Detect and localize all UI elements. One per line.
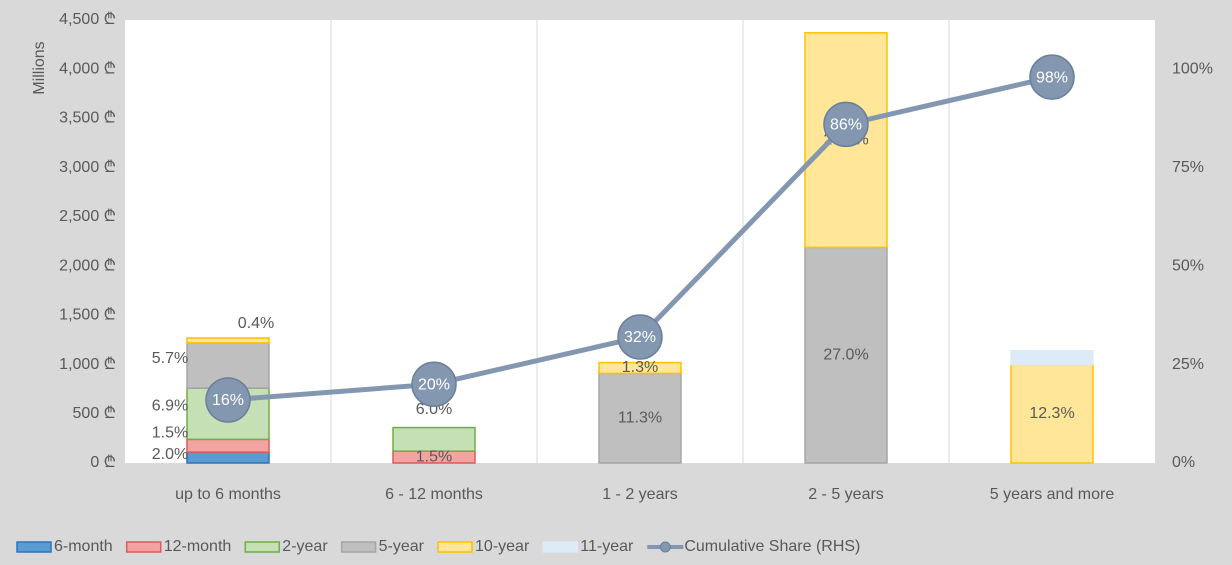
data-label: 2.0%	[152, 446, 188, 463]
legend-swatch	[437, 541, 473, 553]
line-value-label: 98%	[1036, 69, 1068, 86]
x-tick-label: 5 years and more	[990, 486, 1115, 503]
y-tick-label: 3,500 ₾	[59, 110, 116, 127]
line-marker	[411, 361, 457, 407]
bar-segment	[598, 372, 682, 464]
y2-tick-label: 100%	[1172, 60, 1213, 77]
legend-label: 12-month	[164, 538, 232, 555]
line-marker	[617, 314, 663, 360]
y-tick-label: 0 ₾	[90, 454, 116, 471]
y-tick-label: 1,000 ₾	[59, 356, 116, 373]
data-label: 1.5%	[152, 425, 188, 442]
legend-swatch	[16, 541, 52, 553]
legend-label: 10-year	[475, 538, 530, 555]
line-value-label: 16%	[212, 392, 244, 409]
legend-label: 2-year	[282, 538, 328, 555]
y-tick-label: 500 ₾	[73, 405, 116, 422]
legend-swatch	[244, 541, 281, 553]
data-label: 1.5%	[416, 448, 452, 465]
y-tick-label: 3,000 ₾	[59, 159, 116, 176]
bar-segment	[1010, 363, 1094, 464]
y2-tick-label: 0%	[1172, 454, 1195, 471]
bar-segment	[1010, 350, 1094, 366]
data-label: 27.0%	[823, 346, 868, 363]
x-tick-label: 1 - 2 years	[602, 486, 678, 503]
bar-segment	[186, 451, 270, 464]
legend-swatch	[542, 541, 579, 553]
bar-segment	[598, 361, 682, 375]
line-value-label: 20%	[418, 376, 450, 393]
x-tick-label: 2 - 5 years	[808, 486, 884, 503]
data-label: 12.3%	[1029, 405, 1074, 422]
data-label: 11.3%	[618, 409, 662, 426]
data-label: 5.7%	[152, 350, 188, 367]
y-tick-label: 4,000 ₾	[59, 60, 116, 77]
data-label: 6.9%	[152, 397, 188, 414]
y2-tick-label: 75%	[1172, 159, 1204, 176]
y-tick-label: 2,000 ₾	[59, 257, 116, 274]
line-marker	[205, 377, 251, 423]
line-marker	[1029, 54, 1075, 100]
legend-swatch	[125, 541, 162, 553]
data-label: 1.3%	[622, 359, 658, 376]
bar-segment	[186, 337, 270, 344]
line-value-label: 86%	[830, 117, 862, 134]
y2-tick-label: 50%	[1172, 257, 1204, 274]
legend-marker	[659, 541, 671, 553]
y-tick-label: 1,500 ₾	[59, 307, 116, 324]
y-tick-label: 2,500 ₾	[59, 208, 116, 225]
line-value-label: 32%	[624, 329, 656, 346]
legend-label: 6-month	[54, 538, 113, 555]
bar-segment	[392, 426, 476, 452]
line-marker	[823, 101, 869, 148]
legend-label: 5-year	[379, 538, 425, 555]
data-label: 0.4%	[238, 315, 274, 332]
x-tick-label: up to 6 months	[175, 486, 281, 503]
y-tick-label: 4,500 ₾	[59, 11, 116, 28]
bar-segment	[186, 438, 270, 453]
legend-label: Cumulative Share (RHS)	[684, 538, 860, 555]
legend-label: 11-year	[580, 538, 634, 555]
bar-segment	[804, 246, 888, 464]
y-axis-title: Millions	[31, 41, 48, 94]
x-tick-label: 6 - 12 months	[385, 486, 483, 503]
y2-tick-label: 25%	[1172, 356, 1204, 373]
legend-swatch	[340, 541, 377, 553]
